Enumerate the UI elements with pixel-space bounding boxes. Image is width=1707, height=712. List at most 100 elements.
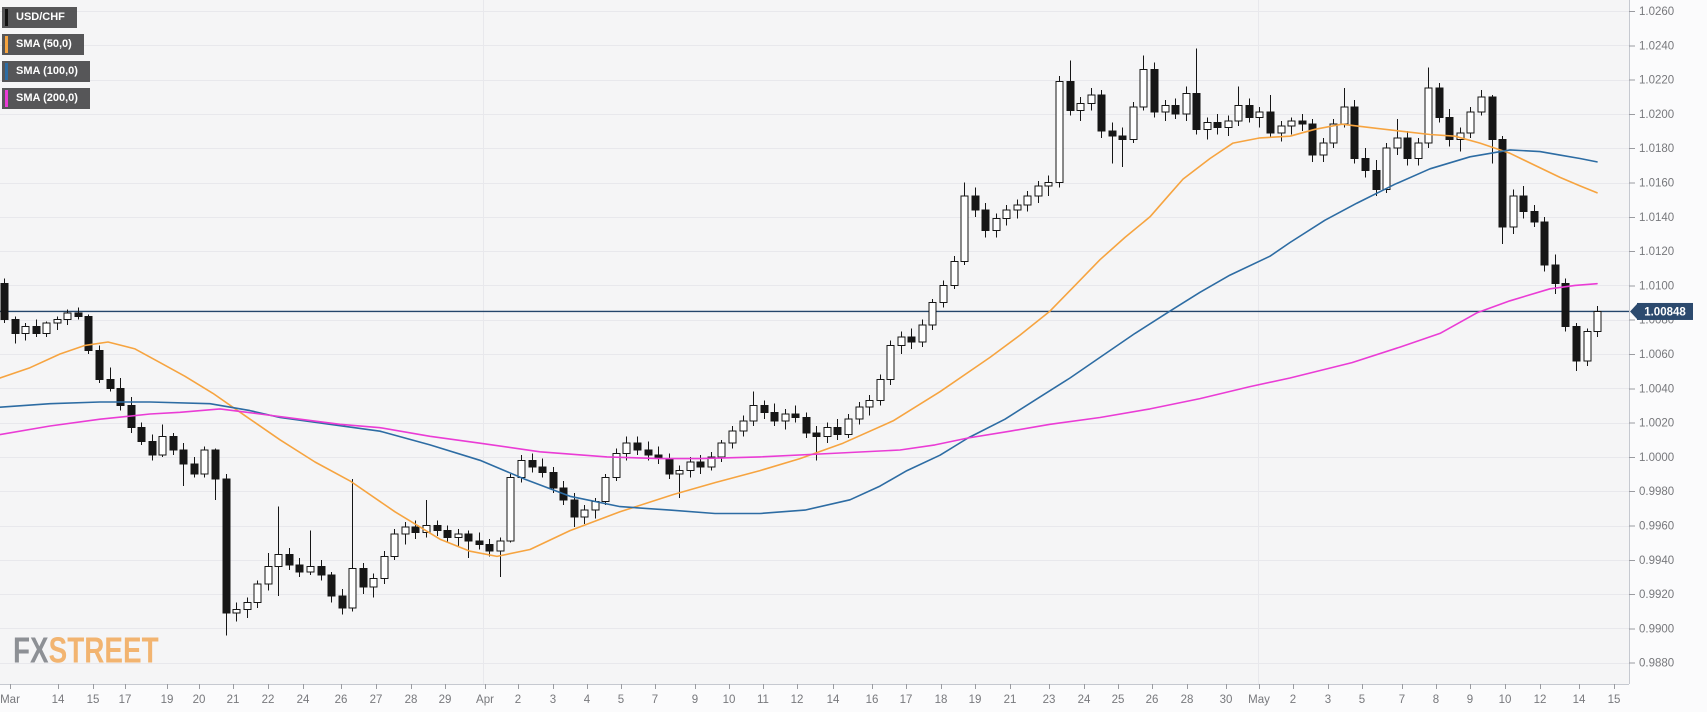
candle[interactable] xyxy=(907,328,916,349)
candle[interactable] xyxy=(485,539,494,557)
candle[interactable] xyxy=(612,448,621,481)
candle[interactable] xyxy=(981,203,990,238)
candle[interactable] xyxy=(390,528,399,560)
candle[interactable] xyxy=(601,474,610,505)
candle[interactable] xyxy=(1255,107,1264,128)
candle[interactable] xyxy=(1277,120,1286,142)
candle[interactable] xyxy=(528,453,537,473)
candle[interactable] xyxy=(928,299,937,330)
candle[interactable] xyxy=(32,319,41,337)
candle[interactable] xyxy=(1245,98,1254,123)
candle[interactable] xyxy=(327,571,336,603)
candle[interactable] xyxy=(116,378,125,411)
candle[interactable] xyxy=(148,434,157,461)
candle[interactable] xyxy=(644,441,653,461)
candle[interactable] xyxy=(506,474,515,543)
candle[interactable] xyxy=(496,537,505,577)
candle[interactable] xyxy=(295,558,304,577)
candle[interactable] xyxy=(760,400,769,420)
candle[interactable] xyxy=(1403,131,1412,166)
candle[interactable] xyxy=(622,436,631,461)
candle[interactable] xyxy=(454,528,463,547)
candle[interactable] xyxy=(1161,100,1170,121)
candle[interactable] xyxy=(21,323,30,341)
candle[interactable] xyxy=(1118,127,1127,168)
candle[interactable] xyxy=(1519,185,1528,219)
candle[interactable] xyxy=(285,547,294,571)
candle[interactable] xyxy=(1066,60,1075,116)
candle[interactable] xyxy=(1182,86,1191,121)
candle[interactable] xyxy=(1361,148,1370,178)
candle[interactable] xyxy=(1129,101,1138,144)
candle[interactable] xyxy=(1224,115,1233,137)
candle[interactable] xyxy=(1055,76,1064,188)
candle[interactable] xyxy=(211,448,220,500)
candle[interactable] xyxy=(1192,48,1201,135)
candle[interactable] xyxy=(1329,119,1338,149)
candle[interactable] xyxy=(1466,107,1475,138)
candle[interactable] xyxy=(11,316,20,344)
candle[interactable] xyxy=(749,391,758,427)
candle[interactable] xyxy=(190,456,199,478)
candle[interactable] xyxy=(823,422,832,444)
candle[interactable] xyxy=(369,573,378,598)
candle[interactable] xyxy=(348,479,357,612)
candle[interactable] xyxy=(401,522,410,545)
candle[interactable] xyxy=(897,331,906,354)
candle[interactable] xyxy=(886,340,895,385)
candle[interactable] xyxy=(1530,204,1539,228)
candle[interactable] xyxy=(549,467,558,493)
candle[interactable] xyxy=(1097,89,1106,138)
candle[interactable] xyxy=(971,187,980,217)
candle[interactable] xyxy=(855,402,864,425)
candle[interactable] xyxy=(1171,98,1180,120)
candle[interactable] xyxy=(1076,96,1085,121)
candle[interactable] xyxy=(538,458,547,478)
candle[interactable] xyxy=(74,307,83,320)
candle[interactable] xyxy=(728,426,737,449)
candle[interactable] xyxy=(42,321,51,337)
candle[interactable] xyxy=(865,395,874,416)
candle[interactable] xyxy=(179,443,188,487)
candle[interactable] xyxy=(158,424,167,457)
candle[interactable] xyxy=(570,492,579,528)
candle[interactable] xyxy=(464,530,473,559)
candle[interactable] xyxy=(739,415,748,437)
candle[interactable] xyxy=(84,314,93,354)
candle[interactable] xyxy=(1583,328,1592,367)
candle[interactable] xyxy=(1108,122,1117,164)
candle[interactable] xyxy=(1572,323,1581,372)
candle[interactable] xyxy=(137,422,146,445)
candle[interactable] xyxy=(1213,113,1222,135)
candle[interactable] xyxy=(580,504,589,524)
candle[interactable] xyxy=(770,403,779,427)
candle[interactable] xyxy=(1013,199,1022,219)
candle[interactable] xyxy=(1319,137,1328,162)
candle[interactable] xyxy=(1382,143,1391,193)
candle[interactable] xyxy=(1308,119,1317,162)
candle[interactable] xyxy=(53,316,62,330)
candle[interactable] xyxy=(1540,216,1549,272)
candle[interactable] xyxy=(1509,189,1518,234)
candle[interactable] xyxy=(876,374,885,406)
candle[interactable] xyxy=(1087,88,1096,111)
candle[interactable] xyxy=(317,559,326,581)
candle[interactable] xyxy=(633,436,642,456)
candle[interactable] xyxy=(802,412,811,439)
candle[interactable] xyxy=(264,552,273,591)
candle[interactable] xyxy=(1287,117,1296,135)
candle[interactable] xyxy=(1234,86,1243,126)
candle[interactable] xyxy=(232,602,241,622)
candle[interactable] xyxy=(1203,117,1212,140)
candle[interactable] xyxy=(1139,55,1148,111)
candle[interactable] xyxy=(1435,83,1444,123)
candle[interactable] xyxy=(1414,137,1423,166)
candle[interactable] xyxy=(1393,119,1402,156)
candle[interactable] xyxy=(1498,136,1507,245)
candle[interactable] xyxy=(833,419,842,440)
candle[interactable] xyxy=(63,309,72,325)
candle[interactable] xyxy=(274,506,283,596)
candle[interactable] xyxy=(1150,62,1159,118)
candle[interactable] xyxy=(169,432,178,456)
